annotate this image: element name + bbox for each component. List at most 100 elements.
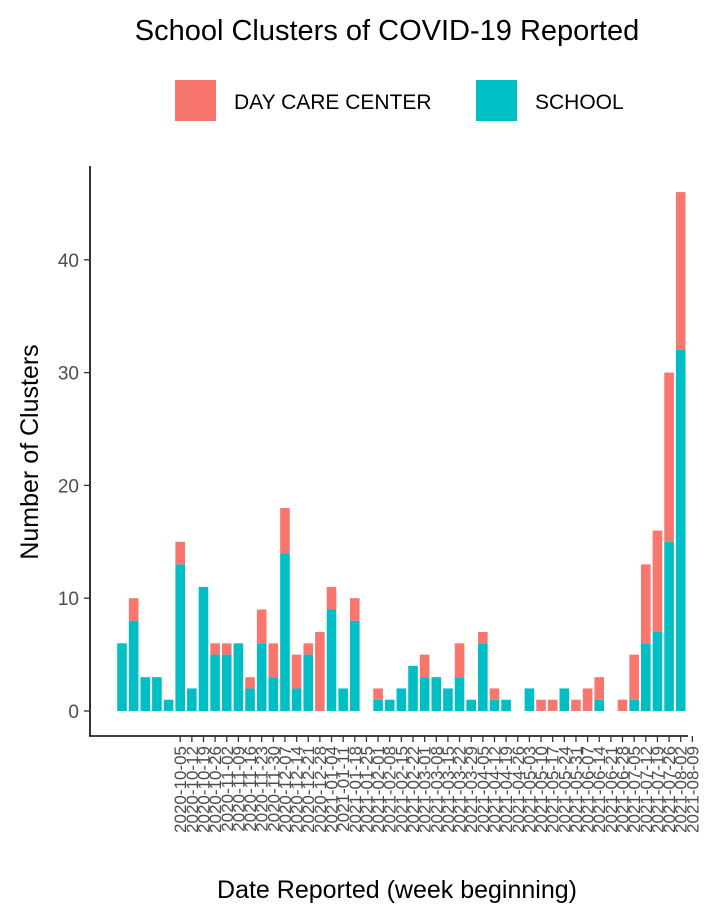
- bar-day-care-center-18: [326, 586, 337, 610]
- legend-label-school: SCHOOL: [535, 91, 624, 114]
- x-tick-label-2020-10-19: 2020-10-19: [194, 746, 213, 833]
- bar-school-10: [233, 643, 244, 711]
- bar-school-16: [303, 654, 314, 711]
- bar-school-2: [140, 677, 151, 711]
- bar-school-35: [524, 688, 535, 711]
- bar-school-32: [489, 699, 500, 711]
- x-tick-label-2020-10-12: 2020-10-12: [183, 746, 202, 833]
- x-tick-label-2021-03-15: 2021-03-15: [439, 746, 458, 833]
- bar-day-care-center-14: [280, 507, 290, 554]
- bar-school-11: [245, 688, 255, 711]
- x-tick-label-2021-01-11: 2021-01-11: [334, 746, 353, 832]
- y-tick-label-20: 20: [58, 476, 79, 497]
- bar-school-24: [396, 688, 407, 711]
- chart-title: School Clusters of COVID-19 Reported: [135, 15, 640, 47]
- legend: DAY CARE CENTER SCHOOL: [175, 80, 624, 121]
- bars: [117, 192, 686, 711]
- bar-day-care-center-45: [641, 564, 651, 644]
- bar-day-care-center-17: [315, 632, 325, 711]
- x-tick-label-2020-11-02: 2020-11-02: [218, 746, 237, 832]
- bar-school-4: [163, 699, 174, 711]
- x-tick-label-2021-07-26: 2021-07-26: [660, 746, 679, 833]
- x-tick-label-2021-01-25: 2021-01-25: [357, 746, 376, 833]
- x-tick-label-2021-08-02: 2021-08-02: [672, 746, 691, 833]
- bar-school-15: [291, 688, 302, 711]
- bar-day-care-center-13: [268, 643, 279, 678]
- bar-school-33: [501, 699, 511, 711]
- x-tick-label-2021-01-18: 2021-01-18: [346, 746, 365, 833]
- x-tick-label-2021-03-22: 2021-03-22: [451, 746, 470, 833]
- bar-day-care-center-16: [303, 643, 314, 655]
- bar-school-18: [326, 609, 337, 711]
- bar-day-care-center-8: [210, 643, 220, 655]
- bar-school-46: [652, 632, 663, 711]
- bar-school-48: [675, 350, 686, 711]
- x-tick-label-2021-04-26: 2021-04-26: [509, 746, 528, 833]
- y-axis-title: Number of Clusters: [16, 344, 44, 559]
- bar-day-care-center-46: [652, 530, 663, 633]
- x-tick-label-2021-03-01: 2021-03-01: [416, 746, 435, 833]
- x-tick-label-2021-05-24: 2021-05-24: [555, 746, 574, 833]
- x-tick-label-2021-08-09: 2021-08-09: [683, 746, 702, 833]
- x-tick-label-2020-12-07: 2020-12-07: [276, 746, 295, 833]
- x-tick-label-2020-10-26: 2020-10-26: [206, 746, 225, 833]
- x-tick-label-2021-04-19: 2021-04-19: [497, 746, 516, 833]
- y-tick-label-10: 10: [58, 589, 79, 610]
- x-tick-label-2021-03-08: 2021-03-08: [427, 746, 446, 833]
- bar-school-30: [466, 699, 476, 711]
- x-tick-label-2021-06-07: 2021-06-07: [579, 746, 598, 833]
- bar-day-care-center-1: [128, 598, 139, 621]
- x-tick-label-2020-12-21: 2020-12-21: [299, 746, 318, 833]
- x-tick-label-2021-05-10: 2021-05-10: [532, 746, 551, 833]
- bar-school-20: [350, 620, 360, 711]
- bar-day-care-center-31: [478, 632, 488, 644]
- x-tick-label-2021-05-17: 2021-05-17: [544, 746, 563, 833]
- x-tick-label-2021-05-03: 2021-05-03: [520, 746, 539, 833]
- x-tick-label-2020-11-23: 2020-11-23: [253, 746, 272, 832]
- bar-school-9: [221, 654, 232, 711]
- legend-swatch-day-care-center: [175, 80, 216, 121]
- bar-day-care-center-29: [454, 643, 465, 678]
- bar-school-1: [128, 620, 139, 711]
- x-tick-label-2021-04-12: 2021-04-12: [485, 746, 504, 833]
- bar-school-25: [408, 665, 418, 711]
- bar-school-3: [152, 677, 162, 711]
- x-tick-label-2020-12-28: 2020-12-28: [311, 746, 330, 833]
- bar-day-care-center-12: [256, 609, 267, 644]
- bar-school-45: [641, 643, 651, 711]
- x-tick-label-2021-06-21: 2021-06-21: [602, 746, 621, 833]
- bar-day-care-center-9: [221, 643, 232, 655]
- bar-school-8: [210, 654, 220, 711]
- bar-day-care-center-36: [536, 699, 546, 711]
- bar-day-care-center-48: [675, 192, 686, 351]
- bar-school-0: [117, 643, 127, 711]
- bar-day-care-center-41: [594, 677, 605, 700]
- x-tick-label-2021-07-05: 2021-07-05: [625, 746, 644, 833]
- bar-school-41: [594, 699, 605, 711]
- x-tick-label-2021-07-12: 2021-07-12: [637, 746, 656, 833]
- bar-day-care-center-22: [373, 688, 383, 700]
- bar-school-5: [175, 564, 185, 711]
- x-axis: 2020-10-052020-10-122020-10-192020-10-26…: [171, 736, 702, 833]
- bar-school-47: [664, 541, 674, 711]
- bar-school-26: [419, 677, 430, 711]
- bar-school-38: [559, 688, 570, 711]
- bar-school-22: [373, 699, 383, 711]
- bar-school-7: [198, 586, 209, 711]
- bar-day-care-center-5: [175, 541, 185, 565]
- bar-school-6: [187, 688, 197, 711]
- bar-school-27: [431, 677, 442, 711]
- y-tick-label-30: 30: [58, 364, 79, 385]
- x-tick-label-2021-01-04: 2021-01-04: [323, 746, 342, 833]
- bar-day-care-center-15: [291, 654, 302, 689]
- x-tick-label-2020-12-14: 2020-12-14: [288, 746, 307, 833]
- bar-day-care-center-20: [350, 598, 360, 621]
- x-axis-title: Date Reported (week beginning): [217, 876, 577, 904]
- x-tick-label-2020-11-09: 2020-11-09: [229, 746, 248, 832]
- bar-school-14: [280, 553, 290, 711]
- x-tick-label-2021-06-28: 2021-06-28: [614, 746, 633, 833]
- x-tick-label-2021-02-01: 2021-02-01: [369, 746, 388, 833]
- y-tick-label-0: 0: [68, 702, 79, 723]
- bar-day-care-center-39: [571, 699, 581, 711]
